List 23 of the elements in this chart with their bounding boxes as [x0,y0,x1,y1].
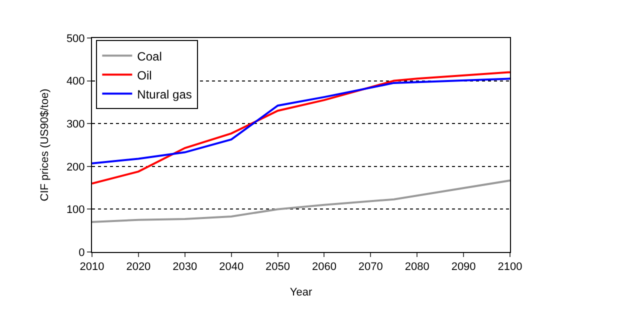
x-tick-label: 2060 [312,261,336,274]
x-tick-label: 2070 [358,261,383,274]
legend-label: Ntural gas [137,87,192,102]
x-tick-label: 2030 [172,261,198,274]
x-tick-label: 2080 [404,261,430,274]
y-tick-label: 300 [66,118,85,130]
y-axis-title: CIF prices (US90$/toe) [39,88,52,202]
legend-label: Oil [137,68,152,82]
x-tick-label: 2020 [126,261,151,274]
x-tick-label: 2090 [451,261,476,274]
y-tick-label: 500 [66,32,85,45]
x-tick-label: 2050 [266,261,290,274]
y-tick-label: 200 [66,161,85,174]
y-tick-label: 100 [66,204,85,216]
y-tick-label: 0 [78,246,85,259]
y-tick-label: 400 [66,76,85,88]
line-series [92,71,510,185]
x-axis-title: Year [290,286,312,298]
x-tick-label: 2040 [219,261,244,274]
x-tick-label: 2010 [80,261,104,274]
x-tick-label: 2100 [498,261,522,274]
line-series [92,180,510,224]
legend-label: Coal [137,49,162,64]
